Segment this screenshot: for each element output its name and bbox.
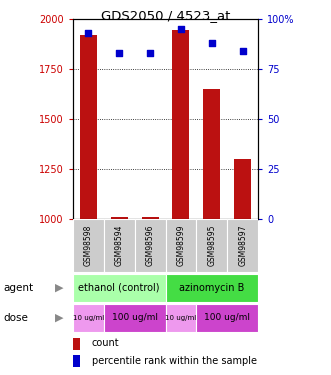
Point <box>147 50 153 56</box>
Bar <box>104 219 135 272</box>
Text: GSM98595: GSM98595 <box>207 225 216 266</box>
Text: ▶: ▶ <box>55 283 64 293</box>
Bar <box>111 217 128 219</box>
Bar <box>104 304 166 332</box>
Bar <box>135 219 166 272</box>
Bar <box>73 304 104 332</box>
Text: GSM98599: GSM98599 <box>176 225 185 266</box>
Bar <box>73 274 166 302</box>
Bar <box>73 338 80 350</box>
Text: azinomycin B: azinomycin B <box>179 283 245 293</box>
Point <box>117 50 122 56</box>
Bar <box>196 304 258 332</box>
Point <box>209 40 214 46</box>
Text: 10 ug/ml: 10 ug/ml <box>165 315 197 321</box>
Text: GSM98596: GSM98596 <box>146 225 155 266</box>
Bar <box>166 304 196 332</box>
Point <box>240 48 245 54</box>
Text: count: count <box>92 339 119 348</box>
Text: 100 ug/ml: 100 ug/ml <box>204 314 250 322</box>
Text: ethanol (control): ethanol (control) <box>78 283 160 293</box>
Bar <box>73 355 80 367</box>
Text: GSM98598: GSM98598 <box>84 225 93 266</box>
Text: agent: agent <box>3 283 33 293</box>
Bar <box>234 159 251 219</box>
Bar <box>166 274 258 302</box>
Bar <box>196 219 227 272</box>
Bar <box>227 219 258 272</box>
Point <box>86 30 91 36</box>
Text: GSM98597: GSM98597 <box>238 225 247 266</box>
Text: GSM98594: GSM98594 <box>115 225 124 266</box>
Point <box>178 26 184 32</box>
Text: 100 ug/ml: 100 ug/ml <box>112 314 158 322</box>
Text: percentile rank within the sample: percentile rank within the sample <box>92 356 257 366</box>
Bar <box>203 89 220 219</box>
Bar <box>73 219 104 272</box>
Text: dose: dose <box>3 313 28 323</box>
Text: GDS2050 / 4523_at: GDS2050 / 4523_at <box>101 9 230 22</box>
Text: 10 ug/ml: 10 ug/ml <box>72 315 104 321</box>
Bar <box>172 30 189 219</box>
Bar <box>142 217 159 219</box>
Bar <box>80 35 97 219</box>
Text: ▶: ▶ <box>55 313 64 323</box>
Bar <box>166 219 196 272</box>
